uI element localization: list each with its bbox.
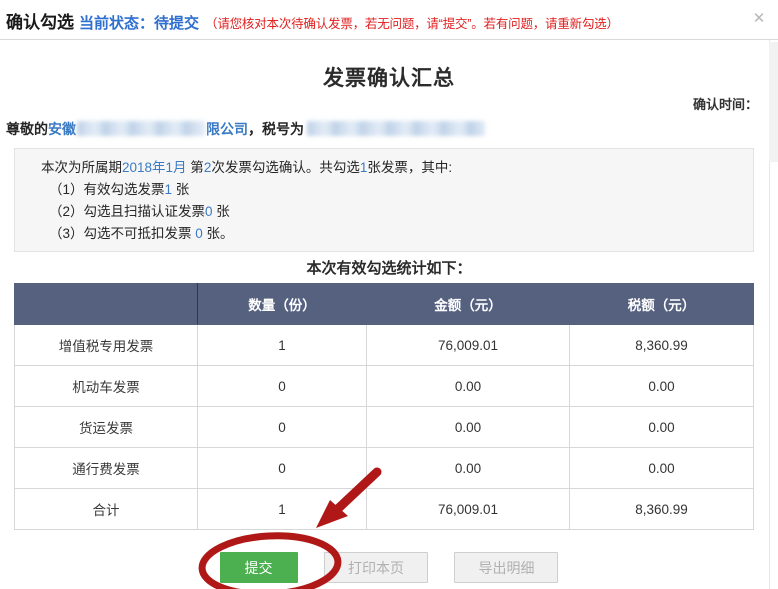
cell-amount: 76,009.01: [366, 488, 570, 530]
column-header-amount: 金额（元）: [366, 283, 570, 325]
close-icon[interactable]: ✕: [752, 10, 766, 27]
redacted-tax-id: [307, 121, 485, 136]
greeting-separator: ，税号为: [248, 121, 304, 137]
header-text-group: 确认勾选 当前状态：待提交 （请您核对本次待确认发票，若无问题，请“提交”。若有问题…: [6, 8, 619, 33]
column-header-tax: 税额（元）: [569, 283, 754, 325]
table-row: 通行费发票 0 0.00 0.00: [14, 447, 754, 489]
cell-category: 货运发票: [14, 406, 198, 448]
info-line3-suffix: 张: [212, 204, 230, 219]
info-line4-suffix: 张。: [202, 226, 234, 241]
table-header-row: 数量（份） 金额（元） 税额（元）: [14, 283, 754, 325]
info-line1-suffix: 张发票，其中:: [367, 160, 453, 175]
info-nondeductible-count-value: 0: [195, 226, 203, 241]
company-name-visible-end: 限公司: [206, 121, 248, 137]
header-status-label: 当前状态：: [79, 15, 155, 32]
info-valid-count-value: 1: [164, 182, 173, 197]
export-details-button[interactable]: 导出明细: [454, 552, 559, 583]
table-row-total: 合计 1 76,009.01 8,360.99: [14, 488, 754, 530]
page-title: 发票确认汇总: [323, 67, 455, 90]
submit-button[interactable]: 提交: [219, 552, 298, 583]
cell-quantity: 0: [197, 406, 367, 448]
cell-quantity: 0: [197, 365, 367, 407]
info-line1-mid2: 次发票勾选确认。共勾选: [211, 160, 360, 175]
cell-category: 合计: [14, 488, 198, 530]
table-row: 机动车发票 0 0.00 0.00: [14, 365, 754, 407]
table-body: 增值税专用发票 1 76,009.01 8,360.99 机动车发票 0 0.0…: [14, 324, 754, 530]
info-period-value: 2018年1月: [122, 160, 187, 175]
cell-category: 增值税专用发票: [14, 324, 198, 366]
info-line2-prefix: （1）有效勾选发票: [49, 182, 165, 197]
info-line-scanned-certified: （2）勾选且扫描认证发票0 张: [15, 201, 753, 223]
cell-category: 机动车发票: [14, 365, 198, 407]
info-line3-prefix: （2）勾选且扫描认证发票: [49, 204, 206, 219]
cell-quantity: 1: [197, 324, 367, 366]
cell-amount: 0.00: [366, 447, 570, 489]
cell-amount: 0.00: [366, 406, 570, 448]
cell-quantity: 1: [197, 488, 367, 530]
info-times-value: 2: [203, 160, 212, 175]
cell-category: 通行费发票: [14, 447, 198, 489]
cell-tax: 0.00: [569, 406, 754, 448]
vertical-scrollbar-thumb[interactable]: [769, 42, 778, 162]
cell-quantity: 0: [197, 447, 367, 489]
invoice-summary-table: 数量（份） 金额（元） 税额（元） 增值税专用发票 1 76,009.01 8,…: [14, 283, 754, 530]
cell-tax: 0.00: [569, 365, 754, 407]
info-line1-mid1: 第: [186, 160, 204, 175]
statistics-subtitle: 本次有效勾选统计如下：: [306, 260, 472, 277]
print-page-button[interactable]: 打印本页: [324, 552, 428, 583]
table-row: 增值税专用发票 1 76,009.01 8,360.99: [14, 324, 754, 366]
table-row: 货运发票 0 0.00 0.00: [14, 406, 754, 448]
greeting-line: 尊敬的安徽 限公司，税号为: [6, 119, 485, 139]
info-line-valid-checked: （1）有效勾选发票1 张: [15, 179, 753, 201]
redacted-company-name: [77, 121, 205, 136]
page-header-bar: 确认勾选 当前状态：待提交 （请您核对本次待确认发票，若无问题，请“提交”。若有问题…: [0, 0, 778, 40]
info-scanned-count-value: 0: [205, 204, 213, 219]
confirm-time-label: 确认时间：: [692, 97, 758, 112]
company-name-visible-start: 安徽: [48, 121, 76, 137]
cell-tax: 8,360.99: [569, 488, 754, 530]
action-button-row: 提交 打印本页 导出明细: [0, 552, 778, 583]
cell-tax: 8,360.99: [569, 324, 754, 366]
vertical-scrollbar-track[interactable]: [769, 40, 778, 589]
header-title: 确认勾选: [6, 13, 74, 32]
confirmation-info-box: 本次为所属期2018年1月 第2次发票勾选确认。共勾选1张发票，其中: （1）有…: [14, 148, 754, 252]
info-line1-prefix: 本次为所属期: [41, 160, 122, 175]
header-status-value: 待提交: [154, 15, 200, 32]
cell-amount: 0.00: [366, 365, 570, 407]
cell-amount: 76,009.01: [366, 324, 570, 366]
info-total-count-value: 1: [359, 160, 368, 175]
info-line2-suffix: 张: [172, 182, 190, 197]
info-line4-prefix: （3）勾选不可抵扣发票: [49, 226, 196, 241]
greeting-prefix: 尊敬的: [6, 121, 48, 137]
cell-tax: 0.00: [569, 447, 754, 489]
info-line-summary: 本次为所属期2018年1月 第2次发票勾选确认。共勾选1张发票，其中:: [15, 149, 753, 179]
header-hint-text: （请您核对本次待确认发票，若无问题，请“提交”。若有问题，请重新勾选）: [205, 17, 619, 31]
info-line-non-deductible: （3）勾选不可抵扣发票 0 张。: [15, 223, 753, 245]
table-header: 数量（份） 金额（元） 税额（元）: [14, 283, 754, 325]
column-header-category: [14, 283, 198, 325]
column-header-quantity: 数量（份）: [197, 283, 367, 325]
